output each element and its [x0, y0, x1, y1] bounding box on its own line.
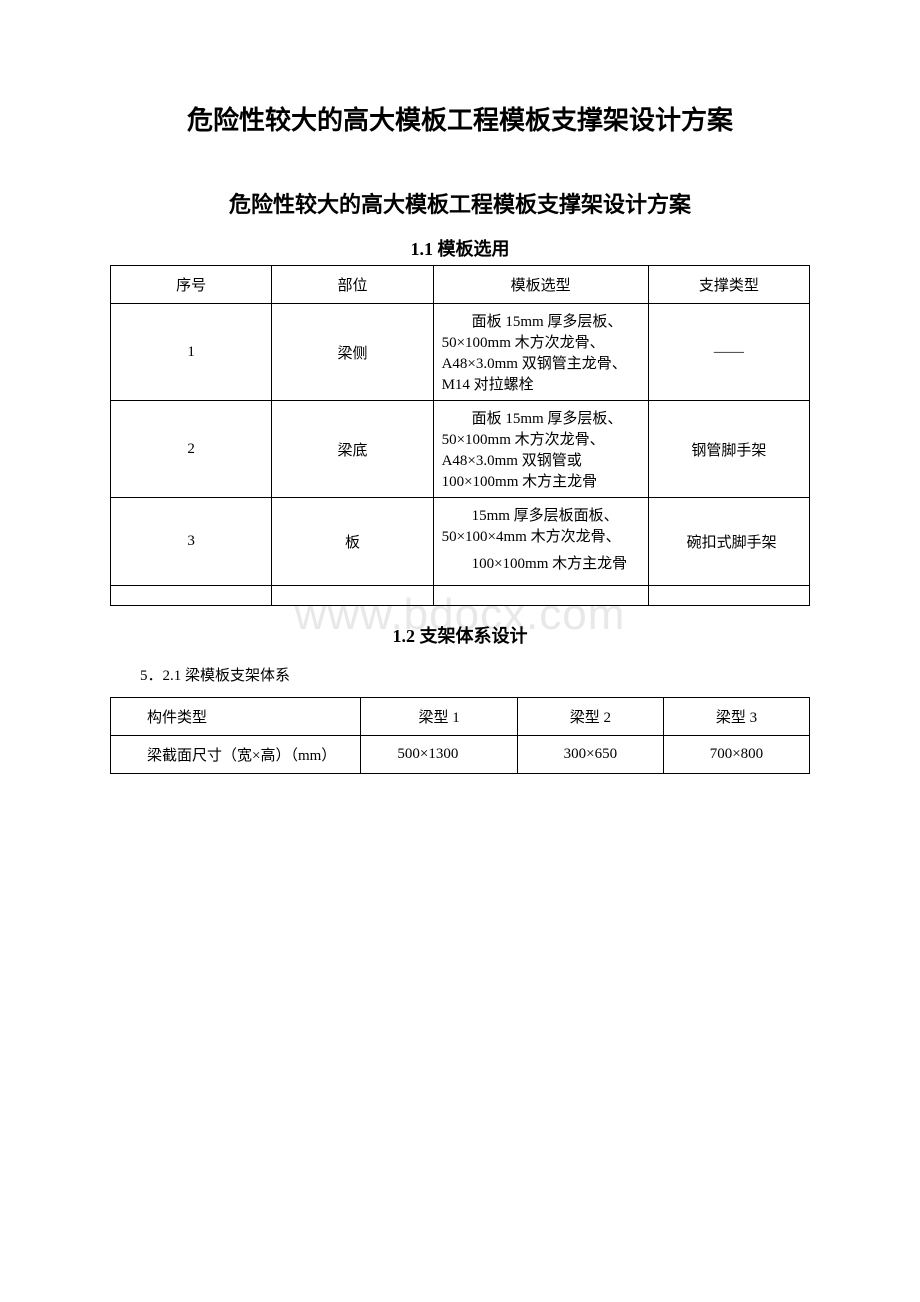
cell-value: 梁型 2	[517, 698, 663, 736]
cell-sel-p1: 15mm 厚多层板面板、50×100×4mm 木方次龙骨、	[442, 504, 640, 546]
cell-sel: 面板 15mm 厚多层板、50×100mm 木方次龙骨、A48×3.0mm 双钢…	[433, 401, 648, 498]
header-num: 序号	[111, 266, 272, 304]
cell-pos: 梁侧	[272, 304, 433, 401]
table-row: 1 梁侧 面板 15mm 厚多层板、50×100mm 木方次龙骨、A48×3.0…	[111, 304, 810, 401]
cell-sel: 面板 15mm 厚多层板、50×100mm 木方次龙骨、A48×3.0mm 双钢…	[433, 304, 648, 401]
main-title: 危险性较大的高大模板工程模板支撑架设计方案	[100, 100, 820, 137]
header-sup: 支撑类型	[648, 266, 809, 304]
empty-cell	[272, 586, 433, 606]
cell-sel: 15mm 厚多层板面板、50×100×4mm 木方次龙骨、 100×100mm …	[433, 498, 648, 586]
page-content: 危险性较大的高大模板工程模板支撑架设计方案 危险性较大的高大模板工程模板支撑架设…	[100, 100, 820, 774]
empty-cell	[648, 586, 809, 606]
table-empty-row	[111, 586, 810, 606]
cell-sup: 碗扣式脚手架	[648, 498, 809, 586]
cell-value: 700×800	[663, 736, 809, 774]
cell-label: 梁截面尺寸（宽×高）（mm）	[111, 736, 361, 774]
cell-num: 1	[111, 304, 272, 401]
cell-sup: ——	[648, 304, 809, 401]
cell-label: 构件类型	[111, 698, 361, 736]
table-header-row: 序号 部位 模板选型 支撑类型	[111, 266, 810, 304]
beam-support-table: 构件类型 梁型 1 梁型 2 梁型 3 梁截面尺寸（宽×高）（mm） 500×1…	[110, 697, 810, 774]
cell-value: 梁型 3	[663, 698, 809, 736]
cell-pos: 板	[272, 498, 433, 586]
template-selection-table: 序号 部位 模板选型 支撑类型 1 梁侧 面板 15mm 厚多层板、50×100…	[110, 265, 810, 606]
table-row: 梁截面尺寸（宽×高）（mm） 500×1300 300×650 700×800	[111, 736, 810, 774]
empty-cell	[433, 586, 648, 606]
table-row: 2 梁底 面板 15mm 厚多层板、50×100mm 木方次龙骨、A48×3.0…	[111, 401, 810, 498]
table-row: 3 板 15mm 厚多层板面板、50×100×4mm 木方次龙骨、 100×10…	[111, 498, 810, 586]
empty-cell	[111, 586, 272, 606]
sub-title: 危险性较大的高大模板工程模板支撑架设计方案	[100, 187, 820, 219]
section-1-title: 1.1 模板选用	[100, 235, 820, 261]
table-row: 构件类型 梁型 1 梁型 2 梁型 3	[111, 698, 810, 736]
cell-value: 500×1300	[361, 736, 517, 774]
cell-sup: 钢管脚手架	[648, 401, 809, 498]
cell-num: 3	[111, 498, 272, 586]
cell-value: 梁型 1	[361, 698, 517, 736]
cell-pos: 梁底	[272, 401, 433, 498]
cell-sel-p2: 100×100mm 木方主龙骨	[442, 552, 640, 573]
paragraph-5-2-1: 5．2.1 梁模板支架体系	[140, 664, 820, 685]
cell-num: 2	[111, 401, 272, 498]
section-2-title: 1.2 支架体系设计	[100, 622, 820, 648]
header-pos: 部位	[272, 266, 433, 304]
cell-value: 300×650	[517, 736, 663, 774]
header-sel: 模板选型	[433, 266, 648, 304]
